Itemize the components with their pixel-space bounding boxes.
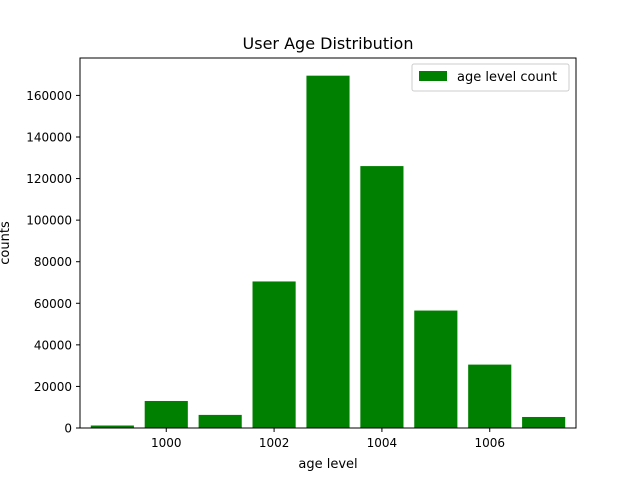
bar (468, 364, 512, 428)
legend-label: age level count (457, 70, 557, 85)
y-axis-ticks: 0 20000 40000 60000 80000 100000 120000 140000 1… (26, 89, 80, 436)
x-tick-label: 1004 (367, 436, 398, 450)
bar (360, 166, 404, 428)
y-tick-label: 80000 (34, 255, 72, 269)
bar (144, 400, 188, 428)
y-tick-label: 160000 (26, 89, 72, 103)
y-tick-label: 60000 (34, 297, 72, 311)
bar (306, 75, 350, 428)
plot-area-frame (79, 57, 577, 429)
legend-swatch (419, 71, 447, 81)
bar (90, 425, 134, 428)
y-axis-label: counts (0, 221, 13, 265)
bar (252, 281, 296, 428)
x-tick-label: 1000 (151, 436, 182, 450)
x-tick-label: 1006 (474, 436, 505, 450)
y-tick-label: 40000 (34, 338, 72, 352)
x-axis-ticks: 1000 1002 1004 1006 (151, 428, 505, 450)
y-tick-label: 100000 (26, 214, 72, 228)
chart-title: User Age Distribution (243, 34, 414, 53)
y-tick-label: 20000 (34, 380, 72, 394)
y-tick-label: 0 (64, 422, 72, 436)
legend-box (411, 63, 570, 92)
bar (414, 310, 458, 428)
bar (198, 414, 242, 428)
bar (522, 416, 566, 428)
x-axis-label: age level (298, 457, 357, 472)
legend: age level count (411, 63, 570, 92)
y-tick-label: 140000 (26, 130, 72, 144)
bars-layer (90, 75, 566, 428)
y-tick-label: 120000 (26, 172, 72, 186)
x-tick-label: 1002 (259, 436, 290, 450)
